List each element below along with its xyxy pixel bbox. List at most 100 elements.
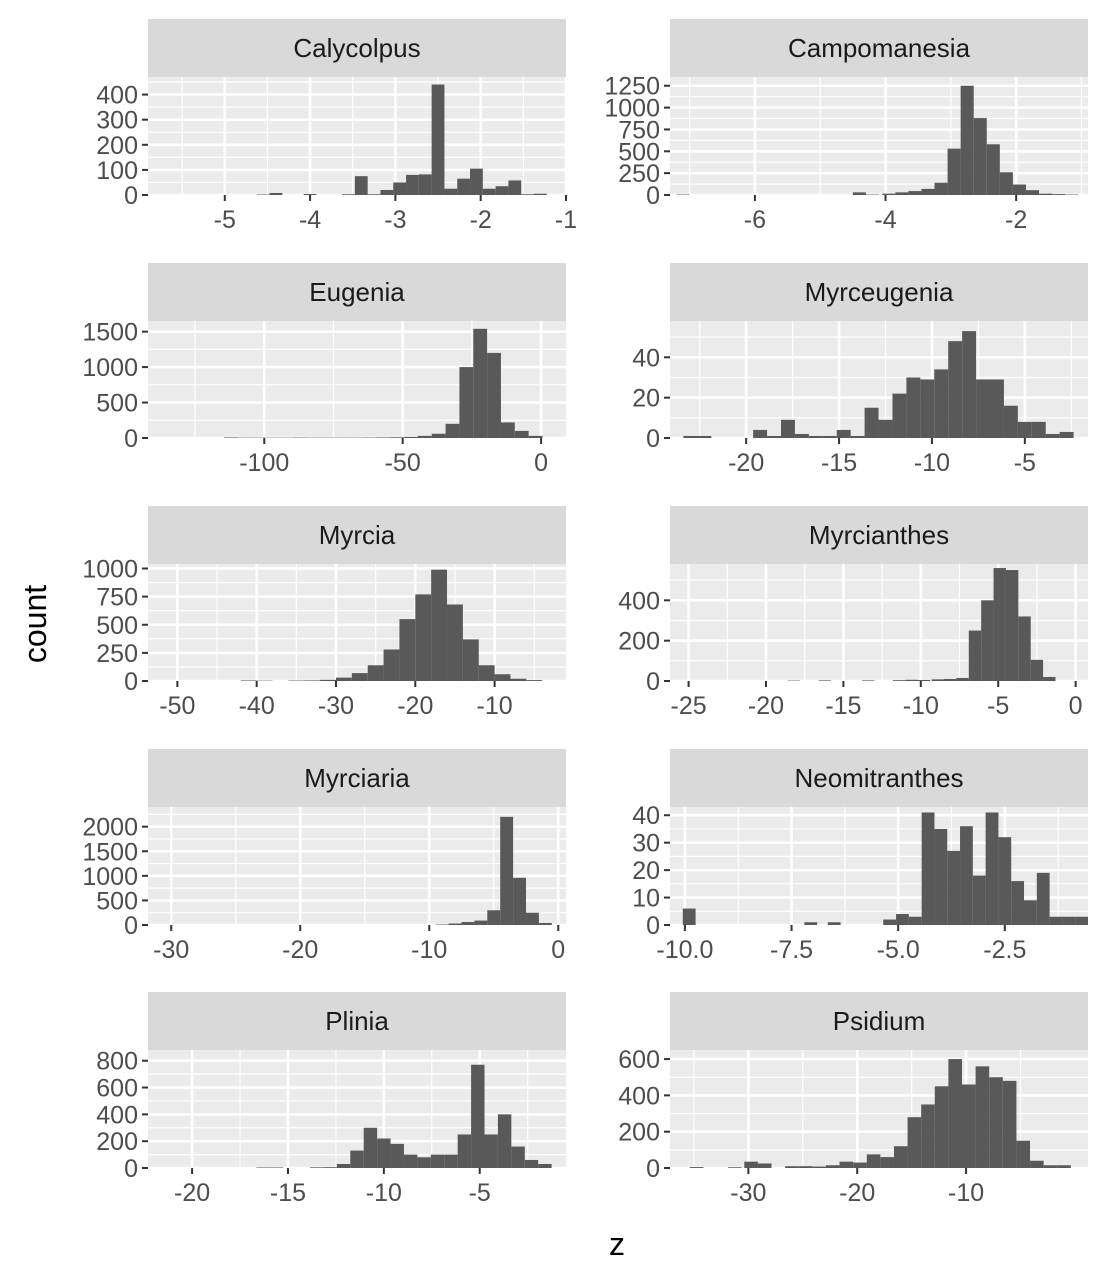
histogram-bar — [1012, 184, 1026, 195]
histogram-bar — [906, 377, 921, 438]
histogram-bar — [444, 1154, 458, 1168]
x-tick-label: -1 — [555, 206, 577, 234]
plot-panel — [148, 564, 566, 681]
y-tick-label: 20 — [632, 857, 660, 885]
histogram-bar — [682, 908, 696, 925]
histogram-bar — [393, 182, 407, 195]
y-tick-label: 0 — [124, 912, 138, 940]
x-axis-title: z — [609, 1226, 625, 1262]
x-tick-label: 0 — [551, 936, 565, 964]
histogram-bar — [852, 192, 866, 195]
histogram-bar — [895, 192, 909, 195]
facet-strip — [148, 749, 566, 807]
histogram-bar — [457, 1134, 472, 1168]
y-tick-label: 0 — [646, 912, 660, 940]
histogram-bar — [470, 168, 483, 195]
facet-strip-label: Myrcia — [319, 520, 396, 550]
y-tick-label: 0 — [646, 1155, 660, 1183]
histogram-bar — [861, 680, 875, 681]
y-tick-label: 600 — [618, 1046, 660, 1074]
facet-strip-label: Myrcianthes — [809, 520, 949, 550]
histogram-bar — [962, 331, 977, 438]
y-tick-label: 0 — [646, 182, 660, 210]
y-tick-label: 30 — [632, 830, 660, 858]
histogram-bar — [1049, 916, 1063, 925]
histogram-bar — [448, 923, 462, 925]
histogram-bar — [471, 1064, 485, 1168]
y-tick-label: 1500 — [82, 319, 138, 347]
y-tick-label: 0 — [646, 668, 660, 696]
y-tick-label: 400 — [96, 1101, 138, 1129]
facet-strip-label: Calycolpus — [293, 33, 420, 63]
histogram-bar — [934, 1086, 949, 1168]
x-tick-label: -4 — [299, 206, 321, 234]
histogram-bar — [403, 1154, 418, 1168]
histogram-bar — [917, 679, 931, 681]
histogram-bar — [853, 1162, 867, 1168]
histogram-bar — [825, 1165, 840, 1168]
histogram-bar — [892, 680, 906, 681]
histogram-bar — [882, 193, 896, 195]
x-tick-label: -20 — [748, 692, 784, 720]
histogram-bar — [473, 328, 488, 438]
facet-strip — [670, 749, 1088, 807]
histogram-bar — [1016, 1140, 1031, 1168]
histogram-bar — [975, 1066, 990, 1168]
y-tick-label: 10 — [632, 885, 660, 913]
histogram-bar — [447, 604, 463, 681]
histogram-bar — [818, 680, 832, 681]
histogram-bar — [907, 1117, 922, 1168]
histogram-bar — [494, 674, 511, 681]
histogram-bar — [534, 193, 547, 195]
x-tick-label: -5 — [987, 692, 1009, 720]
histogram-bar — [921, 1104, 935, 1168]
histogram-bar — [947, 850, 961, 925]
histogram-bar — [390, 437, 405, 438]
histogram-bar — [921, 188, 935, 195]
histogram-bar — [921, 812, 935, 925]
y-tick-label: 2000 — [82, 814, 138, 842]
histogram-bar — [1075, 916, 1088, 925]
histogram-bar — [767, 435, 782, 438]
x-tick-label: -10 — [477, 692, 513, 720]
histogram-bar — [727, 1167, 742, 1168]
histogram-bar — [920, 379, 935, 438]
histogram-bar — [510, 678, 527, 681]
histogram-bar — [484, 1134, 498, 1168]
y-tick-label: 1000 — [604, 95, 660, 123]
x-tick-label: -5 — [1014, 449, 1036, 477]
histogram-bar — [538, 1163, 552, 1168]
histogram-bar — [1011, 881, 1025, 925]
y-tick-label: 600 — [96, 1075, 138, 1103]
facet-strip — [148, 992, 566, 1050]
y-tick-label: 1250 — [604, 73, 660, 101]
histogram-bar — [457, 178, 471, 195]
histogram-bar — [508, 180, 522, 195]
histogram-bar — [1018, 616, 1031, 681]
histogram-bar — [781, 419, 795, 438]
facet-strip — [670, 263, 1088, 321]
histogram-bar — [256, 1167, 270, 1168]
histogram-bar — [495, 186, 509, 195]
histogram-bar — [521, 194, 535, 195]
x-tick-label: -6 — [744, 206, 766, 234]
x-tick-label: -10.0 — [656, 936, 713, 964]
histogram-bar — [944, 678, 957, 681]
y-tick-label: 750 — [96, 584, 138, 612]
y-tick-label: 0 — [646, 425, 660, 453]
histogram-bar — [908, 191, 922, 195]
histogram-bar — [948, 1059, 963, 1168]
histogram-bar — [390, 1143, 404, 1168]
histogram-bar — [487, 910, 501, 925]
histogram-bar — [908, 916, 922, 925]
y-tick-label: 400 — [618, 1082, 660, 1110]
x-tick-label: 0 — [1069, 692, 1083, 720]
histogram-bar — [256, 194, 270, 195]
histogram-bar — [380, 189, 394, 195]
histogram-bar — [383, 649, 400, 681]
x-tick-label: -4 — [874, 206, 896, 234]
